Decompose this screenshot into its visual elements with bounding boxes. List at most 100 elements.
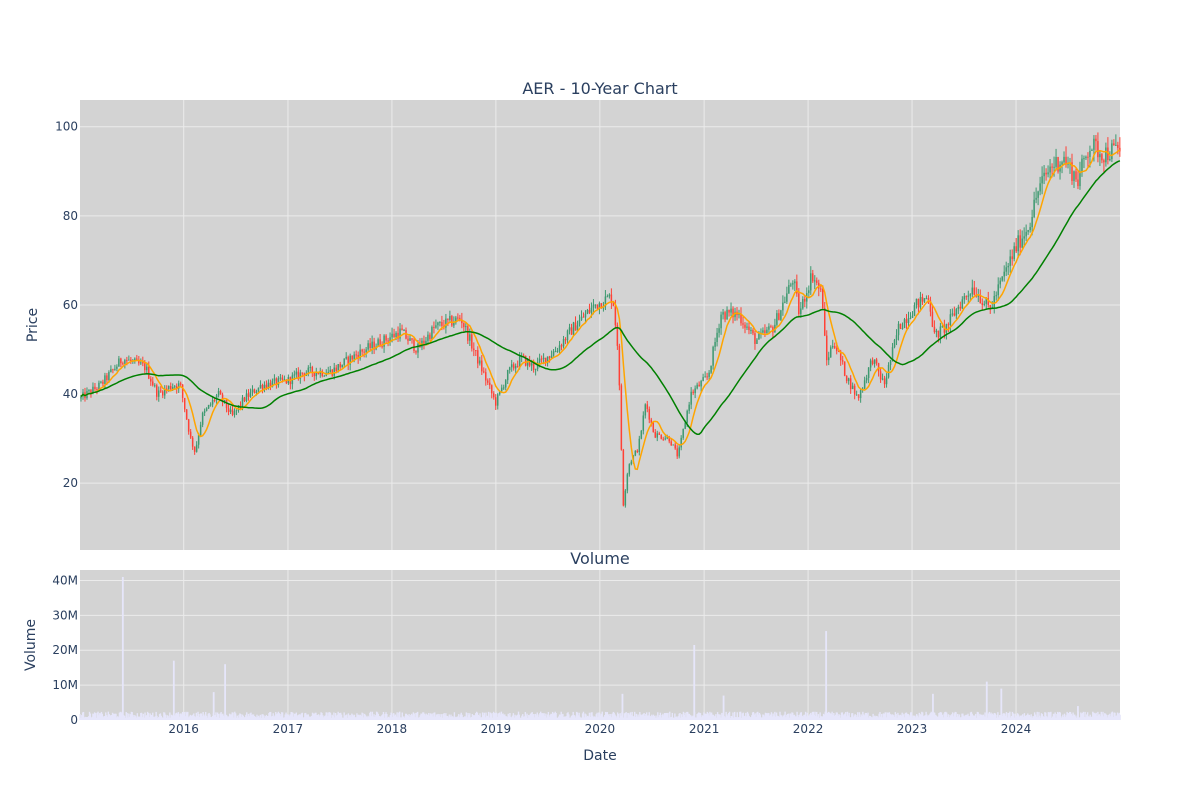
volume-bar xyxy=(196,715,198,720)
volume-bar xyxy=(388,717,391,720)
volume-bar xyxy=(916,715,919,720)
volume-bar xyxy=(238,714,240,720)
volume-bar xyxy=(766,713,768,720)
candle-body xyxy=(792,283,794,285)
volume-bar xyxy=(218,717,221,720)
candle-body xyxy=(407,338,409,341)
volume-bar xyxy=(331,714,333,720)
candle-body xyxy=(211,400,214,405)
volume-bar xyxy=(84,716,86,720)
volume-bar xyxy=(963,715,965,720)
volume-bar xyxy=(623,713,626,720)
volume-bar xyxy=(127,717,129,720)
volume-bar xyxy=(676,717,679,720)
volume-bar xyxy=(114,713,116,720)
candle-body xyxy=(1101,154,1103,161)
volume-bar xyxy=(703,712,705,720)
volume-bar xyxy=(132,714,134,720)
volume-bar xyxy=(657,717,660,720)
volume-bar xyxy=(352,715,355,720)
volume-bar xyxy=(138,716,140,720)
volume-bar xyxy=(355,717,357,720)
volume-bar xyxy=(230,714,233,720)
candle-body xyxy=(285,379,288,384)
candle-body xyxy=(335,367,337,372)
volume-bar xyxy=(1075,717,1078,720)
candle-body xyxy=(255,391,258,394)
volume-bar xyxy=(571,715,574,720)
volume-bar xyxy=(591,712,593,720)
volume-bar xyxy=(752,712,755,720)
volume-bar xyxy=(99,713,102,720)
candle-body xyxy=(969,294,972,296)
candle-body xyxy=(383,335,385,347)
volume-bar xyxy=(883,713,885,720)
volume-bar xyxy=(892,715,895,720)
candle-body xyxy=(582,316,585,318)
candle-body xyxy=(720,314,722,329)
volume-bar xyxy=(1081,712,1084,720)
volume-bar xyxy=(387,717,389,720)
candle-body xyxy=(1043,172,1045,177)
volume-bar xyxy=(809,714,811,720)
volume-bar xyxy=(953,713,956,720)
volume-bar xyxy=(951,712,954,720)
volume-bar xyxy=(358,715,361,720)
volume-bar xyxy=(991,714,993,720)
candle-body xyxy=(365,349,367,353)
volume-bar xyxy=(913,715,915,720)
volume-bar xyxy=(146,715,148,720)
volume-bar xyxy=(124,717,127,720)
volume-bar xyxy=(650,716,652,720)
volume-bar xyxy=(251,715,253,720)
candle-body xyxy=(927,298,930,301)
volume-bar xyxy=(95,717,98,720)
volume-bar xyxy=(295,712,298,720)
volume-bar xyxy=(718,714,721,720)
volume-bar xyxy=(544,715,546,720)
volume-bar xyxy=(578,712,580,720)
volume-bar xyxy=(638,716,640,720)
volume-bar xyxy=(381,714,384,720)
volume-bar xyxy=(873,716,875,720)
volume-bar xyxy=(549,714,551,720)
candle-body xyxy=(746,326,748,328)
volume-bar xyxy=(389,715,392,720)
volume-bar xyxy=(440,714,443,720)
volume-bar xyxy=(267,716,269,720)
volume-bar xyxy=(730,715,732,720)
volume-bar xyxy=(526,713,528,720)
volume-bar xyxy=(431,713,433,720)
volume-bar xyxy=(1101,714,1103,720)
volume-bar xyxy=(100,711,103,720)
volume-bar xyxy=(660,717,662,720)
volume-spike-bar xyxy=(1077,706,1079,720)
volume-bar xyxy=(1071,715,1073,720)
candle-body xyxy=(1023,236,1025,239)
volume-bar xyxy=(323,716,326,720)
candle-body xyxy=(620,385,623,450)
volume-bar xyxy=(1119,714,1121,720)
volume-bar xyxy=(297,714,299,720)
candle-body xyxy=(1115,144,1117,146)
volume-bar xyxy=(874,715,876,720)
volume-bar xyxy=(935,715,938,720)
volume-bar xyxy=(978,715,980,720)
candle-body xyxy=(588,309,591,313)
volume-bar xyxy=(733,717,735,720)
volume-bar xyxy=(963,716,966,720)
candle-body xyxy=(664,438,666,440)
volume-bar xyxy=(364,715,367,720)
volume-bar xyxy=(587,715,589,720)
volume-bar xyxy=(902,715,904,720)
volume-bar xyxy=(361,712,363,720)
volume-bar xyxy=(187,711,189,720)
volume-bar xyxy=(503,715,505,720)
volume-bar xyxy=(250,712,252,720)
volume-bar xyxy=(291,712,293,720)
volume-bar xyxy=(882,713,885,720)
volume-bar xyxy=(546,714,549,720)
volume-bar xyxy=(700,717,703,720)
volume-bar xyxy=(152,712,154,720)
volume-bar xyxy=(898,715,901,720)
